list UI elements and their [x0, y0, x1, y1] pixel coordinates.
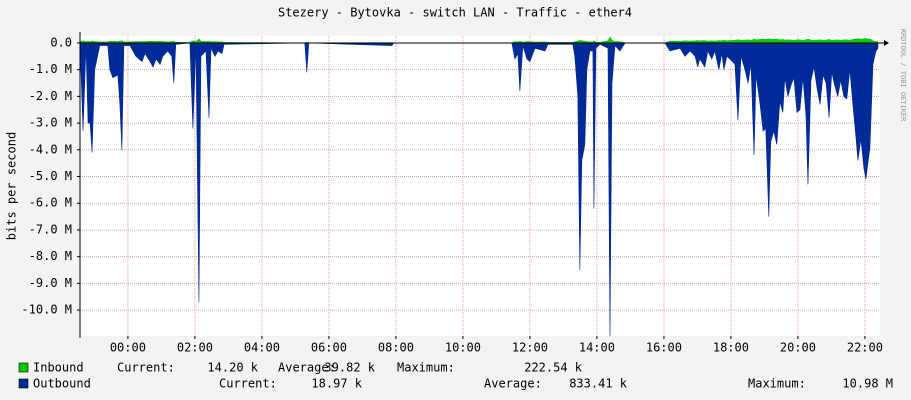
y-tick-label: -5.0 M: [29, 169, 72, 183]
x-tick-label: 00:00: [110, 341, 146, 355]
x-tick-label: 20:00: [780, 341, 816, 355]
legend-stat-value: 222.54 k: [524, 361, 583, 375]
x-tick-label: 04:00: [244, 341, 280, 355]
y-tick-label: -10.0 M: [21, 303, 72, 317]
legend: Inbound Current: 14.20 k Average:39.82 k Max…: [18, 361, 893, 391]
y-tick-label: -7.0 M: [29, 222, 72, 236]
y-axis-label: bits per second: [5, 132, 19, 240]
x-tick-label: 22:00: [847, 341, 883, 355]
legend-swatch: [18, 362, 29, 373]
y-tick-label: -6.0 M: [29, 196, 72, 210]
x-tick-label: 14:00: [579, 341, 615, 355]
area: [79, 42, 879, 337]
legend-stat-label: Current:: [117, 361, 175, 375]
x-tick-label: 02:00: [177, 341, 213, 355]
legend-stat-value: 18.97 k: [311, 377, 362, 391]
y-tick-label: -9.0 M: [29, 276, 72, 290]
x-axis-arrow: [884, 39, 889, 46]
y-tick-label: -4.0 M: [29, 142, 72, 156]
legend-stat-label: Average:: [484, 377, 542, 391]
y-tick-label: -2.0 M: [29, 89, 72, 103]
chart-title: Stezery - Bytovka - switch LAN - Traffic…: [278, 6, 632, 20]
legend-swatch: [18, 378, 29, 389]
x-tick-label: 16:00: [646, 341, 682, 355]
legend-label: Outbound: [33, 377, 91, 391]
legend-stat-label: Maximum:: [397, 361, 455, 375]
legend-stat-label: Current:: [219, 377, 277, 391]
legend-stat-label: Maximum:: [748, 377, 806, 391]
area: [79, 36, 879, 44]
x-tick-label: 12:00: [512, 341, 548, 355]
legend-stat-value: 14.20 k: [207, 361, 258, 375]
side-note: RRDTOOL / TOBI OETIKER: [899, 29, 907, 123]
y-tick-label: 0.0: [50, 35, 72, 49]
legend-label: Inbound: [33, 361, 84, 375]
y-tick-label: -3.0 M: [29, 116, 72, 130]
x-tick-label: 10:00: [445, 341, 481, 355]
plot-area: [80, 36, 880, 336]
legend-stat-value: 10.98 M: [842, 377, 893, 391]
legend-stat-value: 833.41 k: [569, 377, 628, 391]
y-tick-label: -8.0 M: [29, 249, 72, 263]
x-tick-label: 18:00: [713, 341, 749, 355]
x-tick-label: 08:00: [378, 341, 414, 355]
axes: 0.0 -1.0 M -2.0 M -3.0 M -4.0 M -5.0 M -6.0 M -…: [21, 32, 889, 355]
legend-stat-value: 39.82 k: [324, 361, 375, 375]
legend-stat-label: Average:: [278, 361, 336, 375]
marks: [79, 36, 879, 337]
x-tick-label: 06:00: [311, 341, 347, 355]
y-tick-label: -1.0 M: [29, 62, 72, 76]
